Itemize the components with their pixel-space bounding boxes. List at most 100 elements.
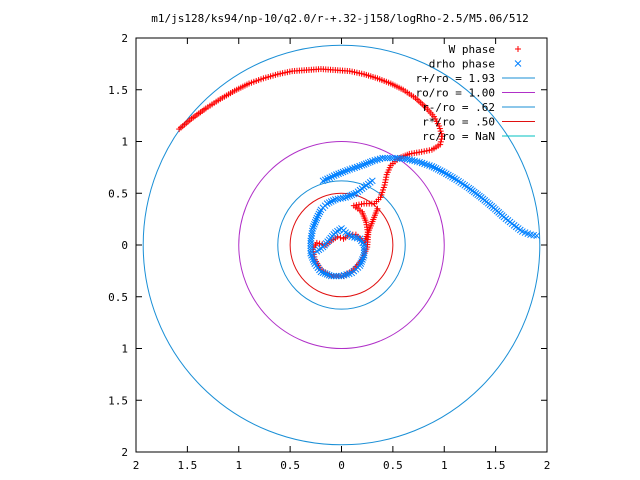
y-tick-label: 2 [121, 32, 128, 45]
w-phase-point [423, 147, 430, 154]
drho-phase-point [333, 171, 340, 178]
drho-phase-point [307, 237, 315, 245]
w-phase-point [383, 171, 390, 178]
x-tick-label: 2 [544, 459, 551, 472]
drho-phase-point [309, 256, 317, 263]
drho-phase-point [438, 168, 446, 175]
w-phase-point [437, 138, 444, 145]
drho-phase-point [348, 191, 356, 199]
drho-phase-point [307, 239, 315, 247]
drho-phase-point [321, 270, 329, 277]
drho-phase-point [308, 251, 315, 259]
drho-phase-point [341, 167, 349, 175]
drho-phase-point [350, 190, 358, 198]
drho-phase-point [356, 262, 364, 270]
drho-phase-point [312, 216, 320, 224]
drho-phase-point [386, 154, 394, 162]
w-phase-point [437, 128, 444, 135]
legend-marker-sample [515, 46, 521, 52]
drho-phase-point [307, 244, 315, 252]
legend-label: ro/ro = 1.00 [416, 87, 495, 100]
drho-phase-point [326, 174, 334, 182]
legend-label: rc/ro = NaN [422, 130, 495, 143]
w-phase-point [428, 146, 435, 153]
drho-phase-point [366, 158, 374, 166]
y-tick-label: 1.5 [108, 394, 128, 407]
drho-phase-point [381, 154, 389, 162]
drho-phase-point [389, 154, 396, 162]
w-phase-point [436, 125, 443, 132]
legend-label: W phase [449, 43, 495, 56]
drho-phase-point [314, 212, 322, 220]
x-tick-label: 0 [338, 459, 345, 472]
drho-phase-point [319, 269, 327, 277]
drho-phase-point [327, 272, 335, 280]
w-phase-point [382, 179, 389, 186]
reference-circle-0 [142, 44, 541, 446]
w-phase-point [382, 176, 389, 183]
drho-phase-point [360, 246, 368, 254]
drho-phase-point [337, 195, 344, 202]
drho-phase-point [447, 172, 454, 180]
w-phase-point [421, 148, 428, 155]
drho-phase-point [408, 156, 416, 164]
w-phase-point [438, 136, 445, 143]
drho-phase-point [360, 251, 368, 259]
drho-phase-point [339, 194, 347, 202]
drho-phase-point [339, 168, 347, 176]
drho-phase-point [436, 167, 444, 174]
drho-phase-point [360, 249, 368, 257]
drho-phase-point [331, 196, 339, 203]
reference-circles [142, 44, 541, 446]
y-tick-label: 2 [121, 446, 128, 459]
w-phase-point [439, 133, 446, 140]
data-series [176, 66, 541, 280]
drho-phase-point [335, 170, 342, 178]
drho-phase-point [360, 161, 368, 168]
drho-phase-point [411, 157, 419, 165]
drho-phase-point [403, 155, 411, 163]
w-phase-point [361, 200, 368, 207]
w-phase-point [374, 205, 381, 212]
y-tick-label: 1 [121, 136, 128, 149]
drho-phase-point [308, 254, 316, 261]
drho-phase-point [325, 199, 333, 206]
drho-phase-point [313, 247, 321, 255]
drho-phase-point [319, 177, 327, 185]
x-tick-label: 0.5 [383, 459, 403, 472]
drho-phase-point [445, 171, 452, 179]
drho-phase-point [413, 158, 421, 165]
drho-phase-point [311, 218, 319, 226]
drho-phase-point [358, 161, 366, 169]
drho-phase-point [357, 260, 365, 267]
reference-circle-1 [238, 141, 445, 349]
drho-phase-point [442, 170, 450, 178]
legend-label: r+/ro = 1.93 [416, 72, 495, 85]
drho-phase-point [337, 169, 345, 177]
drho-phase-point [406, 156, 414, 164]
drho-phase-point [307, 249, 315, 257]
w-phase-point [337, 234, 344, 241]
drho-phase-point [449, 174, 456, 181]
drho-phase-point [432, 165, 440, 172]
w-phase-point [358, 201, 365, 208]
drho-phase-point [328, 173, 336, 181]
drho-phase-point [344, 193, 352, 200]
y-tick-label: 1.5 [108, 84, 128, 97]
w-phase-point [383, 174, 390, 181]
drho-phase-point [533, 232, 541, 240]
reference-circle-2 [277, 180, 406, 310]
w-phase-point [313, 239, 320, 246]
drho-phase-point [310, 258, 318, 265]
x-tick-label: 1 [235, 459, 242, 472]
drho-phase-point [333, 272, 340, 280]
w-phase-point [355, 201, 362, 208]
drho-phase-point [313, 214, 321, 222]
y-tick-label: 0.5 [108, 187, 128, 200]
drho-phase-point [334, 195, 342, 203]
drho-phase-point [330, 272, 338, 280]
legend-marker-sample [514, 60, 522, 67]
x-tick-label: 1.5 [486, 459, 506, 472]
x-tick-label: 2 [133, 459, 140, 472]
